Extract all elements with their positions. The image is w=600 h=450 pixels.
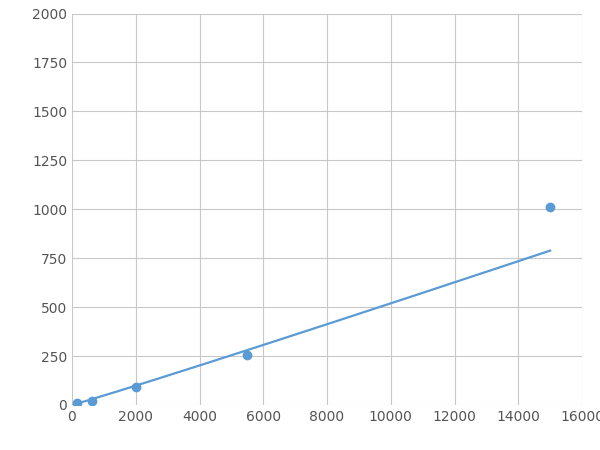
Point: [131, 384, 140, 391]
Point: [545, 204, 555, 211]
Point: [242, 351, 252, 359]
Point: [87, 397, 97, 405]
Point: [72, 400, 82, 407]
